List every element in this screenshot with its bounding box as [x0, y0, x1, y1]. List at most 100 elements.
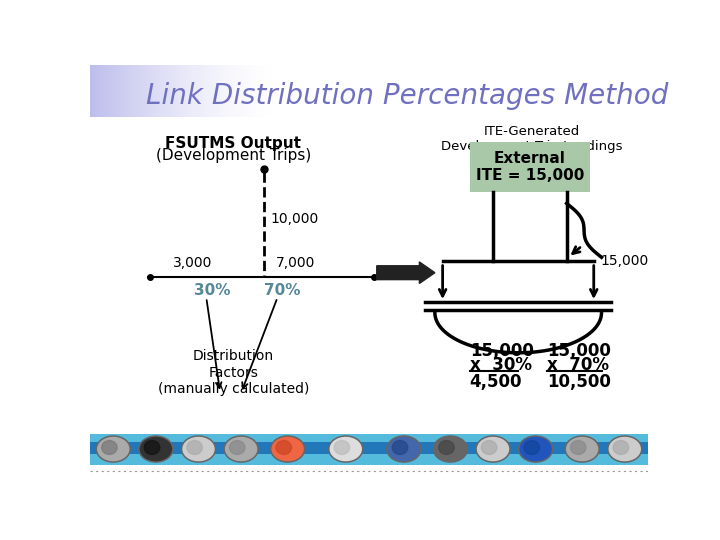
Bar [203, 65, 204, 117]
Bar [145, 65, 148, 117]
Ellipse shape [140, 437, 171, 461]
Bar [152, 65, 153, 117]
Bar [117, 65, 118, 117]
Ellipse shape [272, 437, 303, 461]
Bar [153, 65, 155, 117]
Bar [137, 65, 138, 117]
Bar [113, 65, 114, 117]
Bar [186, 65, 188, 117]
Bar [114, 65, 117, 117]
Bar [166, 65, 168, 117]
Bar [242, 65, 243, 117]
Bar [171, 65, 172, 117]
Bar [184, 65, 186, 117]
Bar [269, 65, 270, 117]
Bar [109, 65, 110, 117]
Bar [219, 65, 220, 117]
Bar [107, 65, 109, 117]
Bar [98, 65, 99, 117]
Bar [90, 434, 648, 465]
Ellipse shape [520, 437, 551, 461]
Ellipse shape [482, 441, 497, 455]
Bar [102, 65, 104, 117]
Text: 3,000: 3,000 [173, 256, 212, 271]
Bar [230, 65, 231, 117]
Bar [228, 65, 230, 117]
Bar [155, 65, 157, 117]
Bar [141, 65, 143, 117]
Bar [240, 65, 242, 117]
Bar [234, 65, 235, 117]
Bar [212, 65, 214, 117]
Ellipse shape [271, 436, 305, 462]
Bar [179, 65, 180, 117]
Bar [157, 65, 158, 117]
Bar [144, 65, 145, 117]
Bar [199, 65, 200, 117]
Bar [197, 65, 199, 117]
Bar [175, 65, 177, 117]
Text: ITE-Generated
Development Trip Loadings: ITE-Generated Development Trip Loadings [441, 125, 623, 153]
Bar [265, 65, 266, 117]
Bar [270, 65, 271, 117]
Bar [91, 65, 93, 117]
Text: (Development Trips): (Development Trips) [156, 148, 311, 163]
Text: 7,000: 7,000 [276, 256, 315, 271]
Ellipse shape [139, 436, 173, 462]
Bar [223, 65, 225, 117]
Ellipse shape [329, 436, 363, 462]
Bar [273, 65, 274, 117]
Bar [124, 65, 126, 117]
Bar [195, 65, 197, 117]
Bar [172, 65, 174, 117]
Bar [222, 65, 223, 117]
Bar [266, 65, 269, 117]
Bar [231, 65, 233, 117]
FancyArrow shape [377, 262, 435, 284]
Bar [214, 65, 215, 117]
Ellipse shape [224, 436, 258, 462]
Ellipse shape [613, 441, 629, 455]
Bar [99, 65, 101, 117]
Bar [174, 65, 175, 117]
Bar [256, 65, 258, 117]
Ellipse shape [98, 437, 129, 461]
Bar [160, 65, 161, 117]
Bar [188, 65, 189, 117]
Bar [211, 65, 212, 117]
Ellipse shape [608, 436, 642, 462]
Bar [168, 65, 169, 117]
Bar [259, 65, 261, 117]
Bar [245, 65, 246, 117]
Bar [264, 65, 265, 117]
Bar [180, 65, 181, 117]
Bar [274, 65, 276, 117]
Ellipse shape [435, 437, 466, 461]
Ellipse shape [565, 436, 599, 462]
Bar [194, 65, 195, 117]
Text: 4,500: 4,500 [469, 373, 522, 391]
Bar [254, 65, 256, 117]
Bar [233, 65, 234, 117]
Bar [106, 65, 107, 117]
Ellipse shape [567, 437, 598, 461]
Bar [138, 65, 140, 117]
Bar [239, 65, 240, 117]
Bar [135, 65, 137, 117]
Text: 15,000: 15,000 [547, 342, 611, 360]
Ellipse shape [225, 437, 256, 461]
Bar [217, 65, 219, 117]
Bar [189, 65, 191, 117]
Bar [253, 65, 254, 117]
Bar [150, 65, 152, 117]
Bar [149, 65, 150, 117]
Ellipse shape [276, 441, 292, 455]
Bar [226, 65, 228, 117]
Bar [161, 65, 163, 117]
Bar [191, 65, 192, 117]
Bar [120, 65, 121, 117]
Bar [101, 65, 102, 117]
Ellipse shape [609, 437, 640, 461]
Ellipse shape [230, 441, 245, 455]
Ellipse shape [476, 436, 510, 462]
